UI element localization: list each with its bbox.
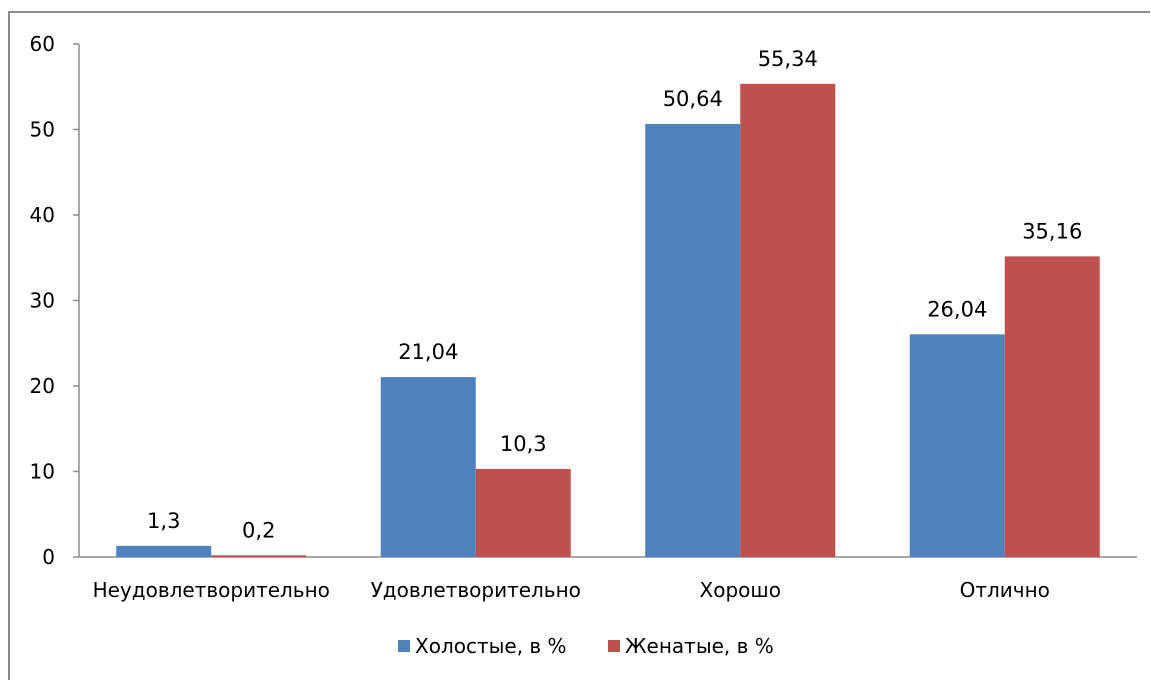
data-label-series-1-cat-4: 26,04	[927, 297, 987, 321]
y-tick-label: 50	[30, 118, 55, 142]
legend-swatch-series-1	[398, 640, 410, 652]
data-label-series-2-cat-2: 10,3	[500, 432, 547, 456]
data-label-series-2-cat-3: 55,34	[758, 47, 818, 71]
x-category-label: Неудовлетворительно	[93, 578, 330, 602]
legend: Холостые, в % Женатые, в %	[398, 634, 774, 658]
bar-series-1-cat-4	[909, 334, 1005, 557]
data-label-series-2-cat-1: 0,2	[242, 518, 275, 542]
data-label-series-1-cat-1: 1,3	[147, 509, 180, 533]
bar-series-2-cat-3	[740, 83, 836, 557]
y-tick-label: 20	[30, 374, 55, 398]
bar-series-2-cat-2	[475, 468, 571, 557]
legend-label-series-1: Холостые, в %	[415, 634, 567, 658]
bar-series-1-cat-2	[380, 377, 476, 557]
y-tick-label: 10	[30, 460, 55, 484]
y-tick-label: 0	[42, 545, 55, 569]
bar-series-2-cat-4	[1004, 256, 1100, 557]
bar-series-2-cat-1	[211, 555, 307, 557]
x-category-label: Отлично	[960, 578, 1050, 602]
x-category-label: Хорошо	[700, 578, 781, 602]
data-label-series-1-cat-3: 50,64	[663, 87, 723, 111]
y-axis-ticks: 0 10 20 30 40 50 60	[30, 32, 79, 569]
data-label-series-2-cat-4: 35,16	[1022, 219, 1082, 243]
y-tick-label: 30	[30, 289, 55, 313]
data-label-series-1-cat-2: 21,04	[398, 340, 458, 364]
x-category-label: Удовлетворительно	[371, 578, 581, 602]
data-labels: 1,3 0,2 21,04 10,3 50,64 55,34 26,04 35,16	[147, 47, 1082, 542]
legend-label-series-2: Женатые, в %	[625, 634, 774, 658]
category-labels: Неудовлетворительно Удовлетворительно Хоро…	[93, 578, 1050, 602]
legend-swatch-series-2	[608, 640, 620, 652]
y-tick-label: 40	[30, 203, 55, 227]
bars	[116, 83, 1100, 557]
y-tick-label: 60	[30, 32, 55, 56]
bar-series-1-cat-1	[116, 545, 212, 557]
bar-series-1-cat-3	[645, 124, 741, 557]
